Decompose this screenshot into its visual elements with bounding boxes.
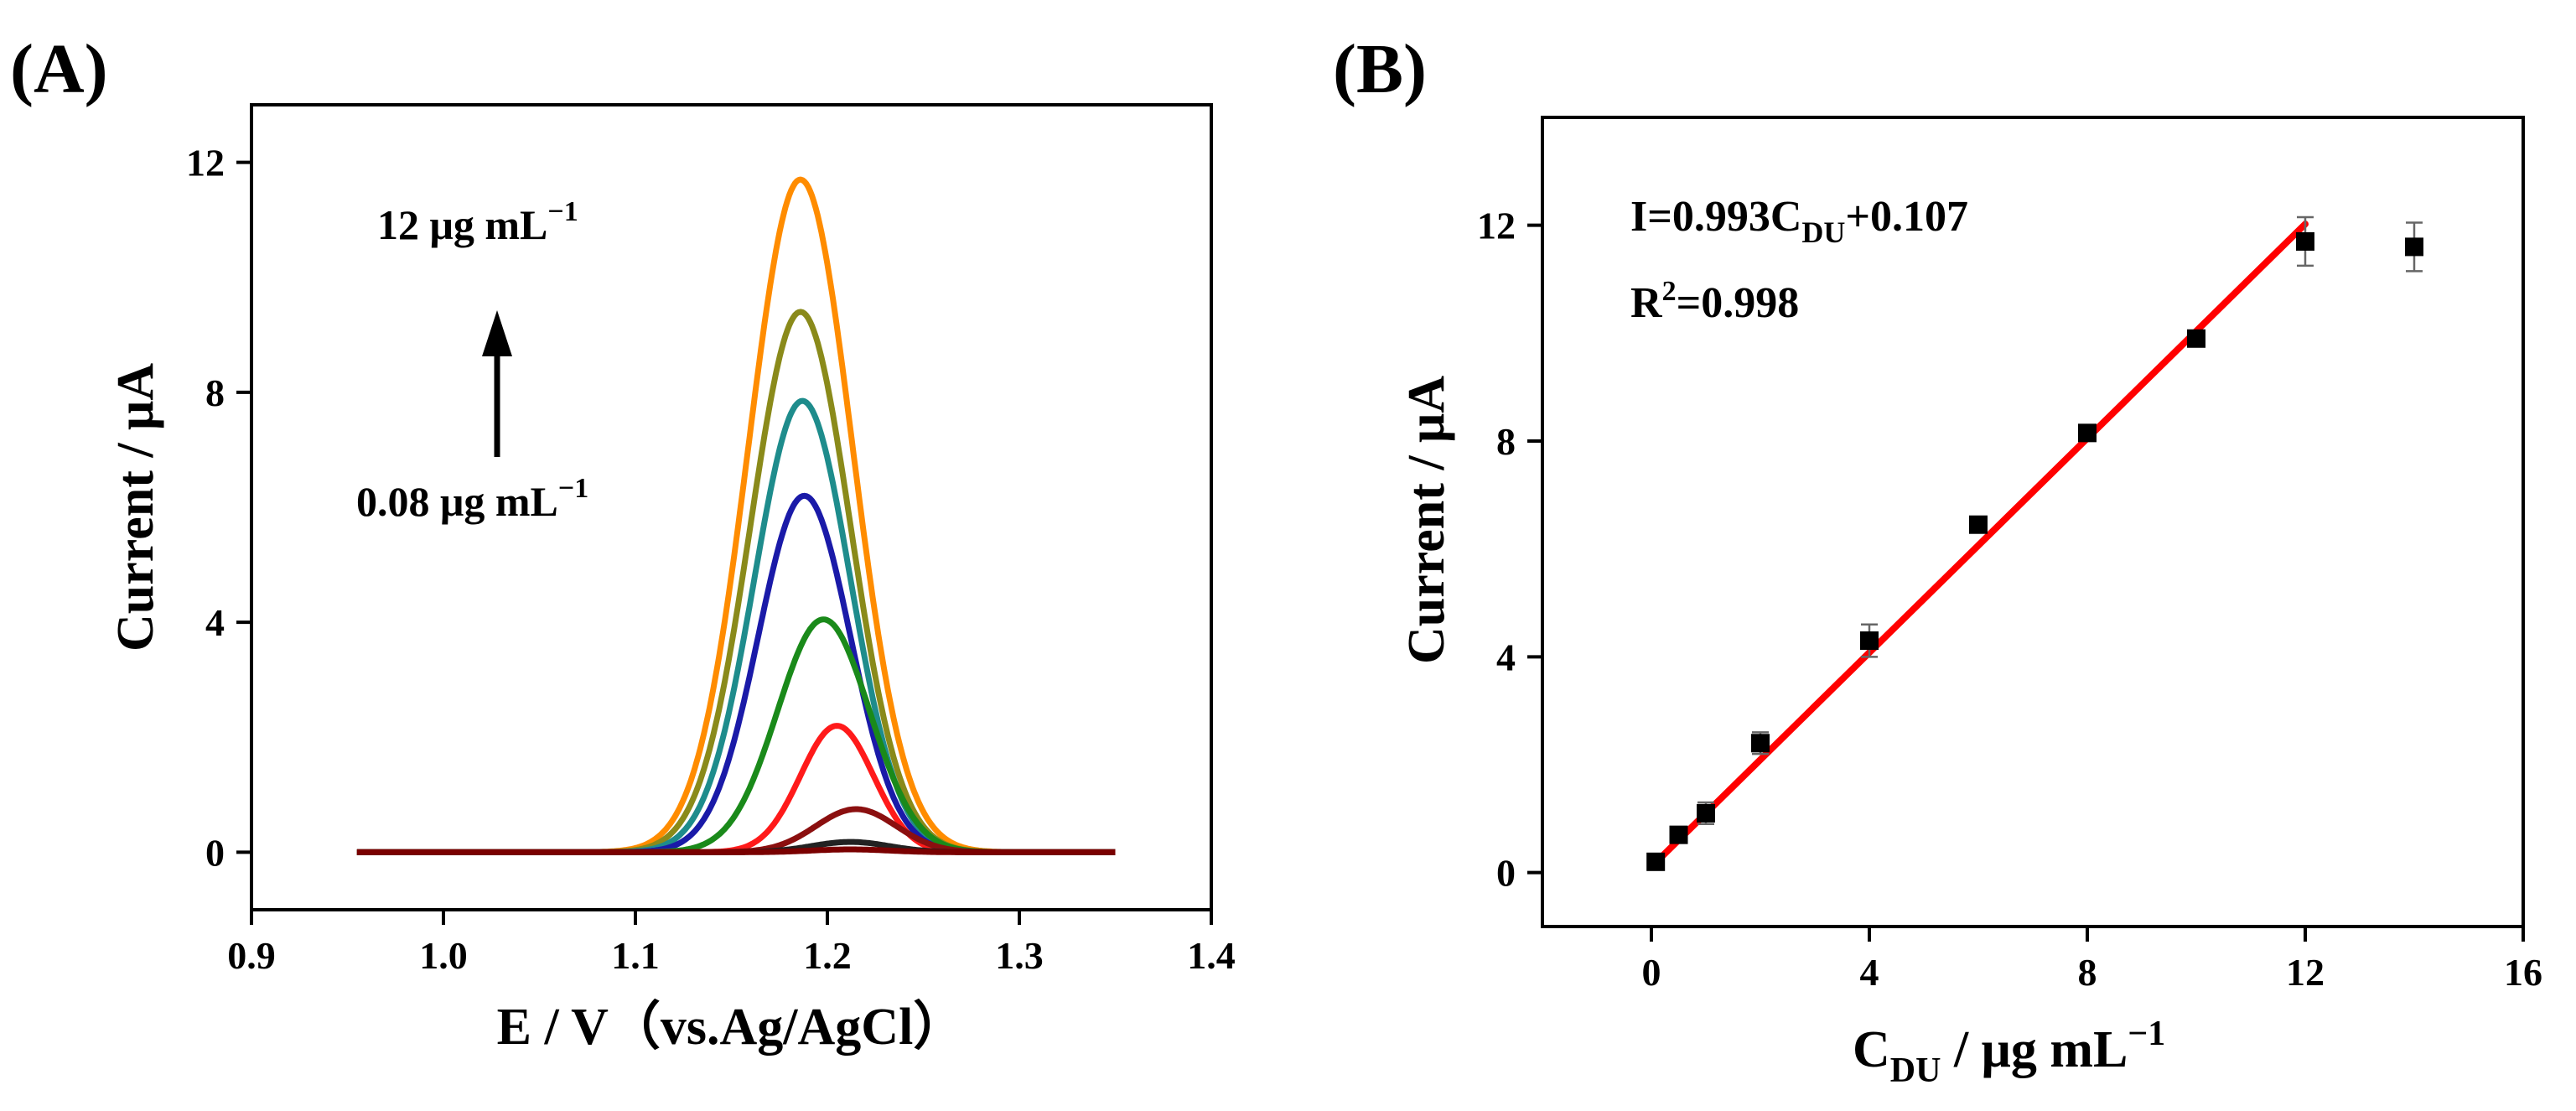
annotation-top-sup: −1 bbox=[547, 196, 578, 227]
annotation-bottom: 0.08 μg mL−1 bbox=[356, 473, 588, 525]
panel-a-label: (A) bbox=[10, 30, 108, 108]
b-x-tick-label: 16 bbox=[2504, 951, 2542, 994]
data-point bbox=[2187, 329, 2205, 348]
r-squared: R2=0.998 bbox=[1630, 276, 1799, 327]
b-x-tick-label: 4 bbox=[1860, 951, 1879, 994]
panel-a-y-axis-title: Current / μA bbox=[107, 363, 164, 652]
a-x-tick-label: 0.9 bbox=[227, 934, 276, 977]
fit-equation-pre: I=0.993C bbox=[1630, 193, 1801, 241]
panel-a-x-axis-title: E / V（vs.Ag/AgCl） bbox=[497, 997, 966, 1056]
x-axis-title-main: C bbox=[1853, 1021, 1890, 1078]
b-x-tick-label: 12 bbox=[2286, 951, 2325, 994]
annotation-bottom-text: 0.08 μg mL bbox=[356, 478, 558, 525]
a-y-tick-label: 0 bbox=[205, 831, 225, 874]
data-point bbox=[2078, 423, 2097, 443]
data-point bbox=[1860, 631, 1879, 651]
a-x-tick-label: 1.4 bbox=[1187, 934, 1236, 977]
panel-b-points bbox=[1646, 215, 2423, 871]
data-point bbox=[1669, 825, 1688, 844]
r-squared-pre: R bbox=[1630, 279, 1663, 327]
panel-a-y-ticks: 0 4 8 12 bbox=[186, 142, 251, 874]
x-axis-title-sup: −1 bbox=[2128, 1015, 2165, 1053]
panel-b-y-axis-title: Current / μA bbox=[1398, 376, 1455, 664]
panel-b-label: (B) bbox=[1333, 30, 1427, 108]
series-curve bbox=[355, 723, 1117, 855]
panel-b-y-ticks: 0 4 8 12 bbox=[1477, 205, 1542, 895]
a-x-tick-label: 1.2 bbox=[803, 934, 852, 977]
annotation-bottom-sup: −1 bbox=[558, 473, 588, 504]
b-x-tick-label: 8 bbox=[2078, 951, 2097, 994]
a-x-tick-label: 1.1 bbox=[611, 934, 660, 977]
b-x-tick-label: 0 bbox=[1642, 951, 1661, 994]
a-y-tick-label: 4 bbox=[205, 601, 225, 644]
a-y-tick-label: 12 bbox=[186, 142, 225, 184]
data-point bbox=[1646, 852, 1666, 871]
r-squared-post: =0.998 bbox=[1677, 279, 1800, 327]
panel-b-x-axis-title: CDU / μg mL−1 bbox=[1853, 1015, 2165, 1090]
x-axis-title-rest: / μg mL bbox=[1941, 1021, 2128, 1078]
a-y-tick-label: 8 bbox=[205, 371, 225, 414]
increase-arrow-icon bbox=[482, 310, 512, 457]
annotation-top: 12 μg mL−1 bbox=[377, 196, 578, 248]
data-point bbox=[1697, 803, 1715, 823]
data-point bbox=[2405, 237, 2423, 257]
b-y-tick-label: 4 bbox=[1496, 636, 1516, 678]
fit-equation-post: +0.107 bbox=[1845, 193, 1968, 241]
panel-b-x-ticks: 0 4 8 12 16 bbox=[1642, 927, 2542, 994]
a-x-tick-label: 1.3 bbox=[995, 934, 1044, 977]
r-squared-sup: 2 bbox=[1662, 276, 1677, 307]
annotation-top-text: 12 μg mL bbox=[377, 201, 547, 248]
panel-a-plot-frame bbox=[250, 103, 1213, 911]
fit-equation: I=0.993CDU+0.107 bbox=[1630, 193, 1968, 249]
b-y-tick-label: 12 bbox=[1477, 205, 1516, 247]
x-axis-title-sub: DU bbox=[1890, 1051, 1941, 1090]
panel-a: (A) 0 4 8 12 0.9 1.0 1.1 1.2 1.3 1.4 Current / μ… bbox=[10, 30, 1236, 1056]
data-point bbox=[1969, 515, 1988, 534]
b-y-tick-label: 8 bbox=[1496, 420, 1516, 463]
series-curve bbox=[355, 846, 1117, 855]
b-y-tick-label: 0 bbox=[1496, 852, 1516, 895]
data-point bbox=[1751, 734, 1770, 753]
panel-a-x-ticks: 0.9 1.0 1.1 1.2 1.3 1.4 bbox=[227, 910, 1236, 977]
panel-a-curves bbox=[355, 176, 1117, 855]
data-point bbox=[2296, 231, 2314, 251]
series-curve bbox=[355, 309, 1117, 855]
panel-b-plot-frame bbox=[1541, 116, 2525, 928]
a-x-tick-label: 1.0 bbox=[419, 934, 468, 977]
fit-equation-sub: DU bbox=[1801, 215, 1845, 249]
